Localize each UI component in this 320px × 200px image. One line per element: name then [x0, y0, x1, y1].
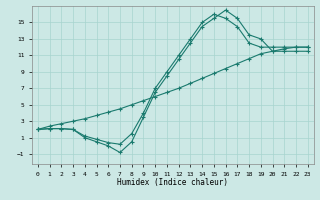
X-axis label: Humidex (Indice chaleur): Humidex (Indice chaleur): [117, 178, 228, 187]
